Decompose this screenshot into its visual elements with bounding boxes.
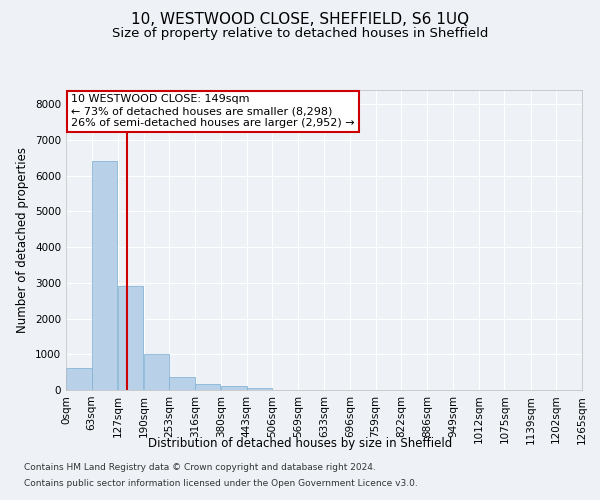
Bar bbox=[92, 162, 117, 390]
Bar bbox=[66, 368, 92, 390]
Bar bbox=[143, 354, 169, 390]
Text: Size of property relative to detached houses in Sheffield: Size of property relative to detached ho… bbox=[112, 28, 488, 40]
Bar bbox=[169, 377, 195, 390]
Text: Distribution of detached houses by size in Sheffield: Distribution of detached houses by size … bbox=[148, 438, 452, 450]
Bar bbox=[247, 388, 272, 390]
Text: 10, WESTWOOD CLOSE, SHEFFIELD, S6 1UQ: 10, WESTWOOD CLOSE, SHEFFIELD, S6 1UQ bbox=[131, 12, 469, 28]
Text: Contains HM Land Registry data © Crown copyright and database right 2024.: Contains HM Land Registry data © Crown c… bbox=[24, 464, 376, 472]
Y-axis label: Number of detached properties: Number of detached properties bbox=[16, 147, 29, 333]
Bar bbox=[221, 386, 247, 390]
Text: Contains public sector information licensed under the Open Government Licence v3: Contains public sector information licen… bbox=[24, 478, 418, 488]
Bar bbox=[118, 286, 143, 390]
Bar bbox=[195, 384, 220, 390]
Text: 10 WESTWOOD CLOSE: 149sqm
← 73% of detached houses are smaller (8,298)
26% of se: 10 WESTWOOD CLOSE: 149sqm ← 73% of detac… bbox=[71, 94, 355, 128]
